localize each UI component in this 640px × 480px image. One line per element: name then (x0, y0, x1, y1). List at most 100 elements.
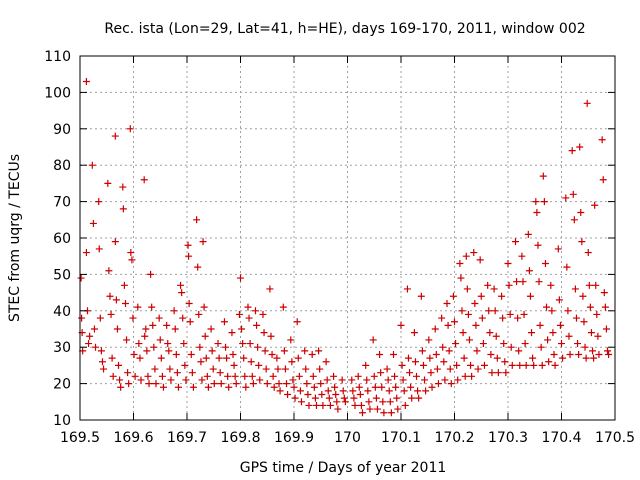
data-point (507, 343, 515, 351)
data-point (500, 340, 508, 348)
data-point (163, 321, 171, 329)
data-point (244, 303, 252, 311)
data-point (384, 376, 392, 384)
data-point (493, 354, 501, 362)
data-point (549, 329, 557, 337)
data-point (394, 405, 402, 413)
data-point (240, 354, 248, 362)
data-point (200, 303, 208, 311)
data-point (594, 332, 602, 340)
data-point (198, 376, 206, 384)
data-point (468, 372, 476, 380)
x-tick-label: 169.5 (60, 430, 100, 446)
data-point (214, 340, 222, 348)
data-point (248, 372, 256, 380)
data-point (499, 314, 507, 322)
data-point (293, 318, 301, 326)
data-point (350, 394, 358, 402)
data-point (241, 372, 249, 380)
data-point (576, 143, 584, 151)
data-point (522, 361, 530, 369)
data-point (351, 401, 359, 409)
data-point (280, 347, 288, 355)
data-point (590, 354, 598, 362)
data-point (598, 136, 606, 144)
data-point (391, 372, 399, 380)
data-point (116, 376, 124, 384)
data-point (199, 238, 207, 246)
data-point (502, 369, 510, 377)
x-tick-label: 169.8 (220, 430, 260, 446)
x-tick-labels: 169.5 169.6 169.7 169.8 169.9 170 170.1 170.2 17… (60, 430, 635, 446)
data-point (269, 372, 277, 380)
data-point (535, 278, 543, 286)
data-point (317, 380, 325, 388)
data-point (172, 350, 180, 358)
data-point (318, 391, 326, 399)
data-point (208, 347, 216, 355)
data-point (427, 369, 435, 377)
data-point (456, 259, 464, 267)
data-point (564, 307, 572, 315)
data-point (349, 387, 357, 395)
data-point (106, 292, 114, 300)
data-point (338, 376, 346, 384)
data-point (178, 289, 186, 297)
data-point (140, 176, 148, 184)
data-point (478, 314, 486, 322)
data-point (113, 325, 121, 333)
data-point (131, 372, 139, 380)
data-point (339, 387, 347, 395)
axis-ticks (79, 55, 616, 421)
data-point (217, 380, 225, 388)
data-point (459, 329, 467, 337)
data-point (308, 350, 316, 358)
data-point (460, 354, 468, 362)
data-point (254, 343, 262, 351)
data-point (143, 347, 151, 355)
data-point (186, 318, 194, 326)
data-point (579, 292, 587, 300)
data-point (438, 314, 446, 322)
data-point (324, 387, 332, 395)
data-point (177, 281, 185, 289)
data-point (487, 350, 495, 358)
data-point (521, 340, 529, 348)
data-point (173, 369, 181, 377)
data-point (463, 285, 471, 293)
data-point (157, 354, 165, 362)
data-point (322, 358, 330, 366)
data-point (220, 318, 228, 326)
data-point (108, 354, 116, 362)
data-point (261, 347, 269, 355)
data-point (452, 340, 460, 348)
data-point (159, 383, 167, 391)
data-point (492, 332, 500, 340)
data-point (246, 340, 254, 348)
data-point (514, 314, 522, 322)
data-point (311, 394, 319, 402)
data-point (589, 347, 597, 355)
data-point (457, 274, 465, 282)
data-point (587, 329, 595, 337)
data-point (536, 321, 544, 329)
data-point (376, 350, 384, 358)
data-point (137, 376, 145, 384)
data-point (491, 307, 499, 315)
data-point (472, 321, 480, 329)
data-point (378, 383, 386, 391)
data-point (445, 347, 453, 355)
data-point (462, 252, 470, 260)
data-point (141, 332, 149, 340)
data-point (422, 387, 430, 395)
data-point (266, 285, 274, 293)
data-point (193, 216, 201, 224)
data-point (407, 383, 415, 391)
data-point (319, 401, 327, 409)
data-point (82, 249, 90, 257)
data-point (231, 372, 239, 380)
data-point (565, 332, 573, 340)
x-tick-label: 170.4 (541, 430, 581, 446)
chart-title: Rec. ista (Lon=29, Lat=41, h=HE), days 1… (104, 21, 585, 37)
data-point (305, 401, 313, 409)
